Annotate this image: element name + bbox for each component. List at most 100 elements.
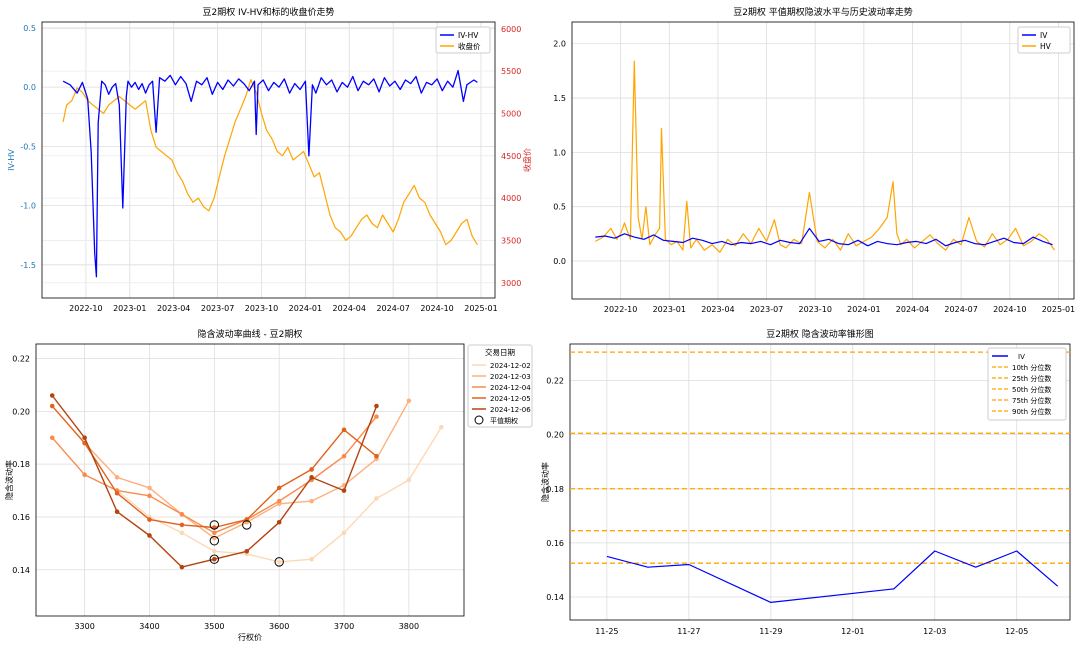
p4-legend-label: IV — [1018, 353, 1025, 361]
p1-xtick-label: 2023-10 — [245, 304, 278, 313]
p1-legend-label: IV-HV — [458, 31, 479, 40]
p4-xtick-label: 12-05 — [1005, 627, 1028, 636]
p2-xtick-label: 2023-04 — [701, 305, 734, 314]
p3-ytick-label: 0.14 — [12, 566, 30, 575]
p1-xtick-label: 2023-04 — [157, 304, 190, 313]
p4-ytick-label: 0.20 — [546, 431, 564, 440]
p3-series-point — [341, 427, 347, 433]
p1-ytick-label: -1.5 — [20, 261, 36, 270]
p3-series-point — [147, 517, 152, 522]
p3-series-point — [212, 530, 217, 536]
p1-y2label: 收盘价 — [522, 148, 532, 172]
p3-series-point — [114, 509, 120, 514]
p1-y2tick-label: 3000 — [501, 279, 521, 288]
p1-ytick-label: 0.0 — [23, 83, 36, 92]
p3-series-point — [49, 435, 55, 441]
p3-xlabel: 行权价 — [238, 632, 262, 642]
p2-legend-label: HV — [1040, 42, 1052, 51]
p3-title: 隐含波动率曲线 - 豆2期权 — [198, 328, 303, 340]
p2-xtick-label: 2024-07 — [944, 305, 977, 314]
p3-series-point — [309, 475, 314, 480]
p3-series-point — [212, 556, 217, 562]
p2-ytick-label: 2.0 — [553, 40, 566, 49]
p1-xtick-label: 2025-01 — [464, 304, 497, 313]
p3-xtick-label: 3800 — [399, 622, 419, 631]
p3-axes-frame — [35, 343, 465, 617]
p3-series-point — [374, 496, 379, 501]
p3-series-point — [244, 549, 250, 554]
p3-series-point — [309, 556, 314, 562]
p4-xtick-label: 12-03 — [923, 627, 946, 636]
p1-series-close-price — [62, 78, 478, 246]
p4-legend-label: 25th 分位数 — [1012, 374, 1051, 383]
p3-atm-marker — [274, 557, 284, 567]
p4-xtick-label: 11-29 — [759, 627, 782, 636]
p4-ytick-label: 0.22 — [546, 377, 564, 386]
p3-series-point — [341, 530, 347, 536]
p1-xtick-label: 2024-04 — [333, 304, 366, 313]
p1-y2tick-label: 3500 — [501, 236, 521, 245]
p3-legend-atm-swatch — [474, 415, 484, 425]
p3-series-point — [341, 488, 347, 493]
p4-title: 豆2期权 隐含波动率锥形图 — [766, 328, 874, 340]
p3-xtick-label: 3600 — [269, 622, 289, 631]
p1-xtick-label: 2023-01 — [113, 304, 146, 313]
p3-xtick-label: 3300 — [74, 622, 94, 631]
p3-atm-marker — [242, 520, 252, 530]
p4-ytick-label: 0.14 — [546, 593, 564, 602]
p2-ytick-label: 1.0 — [553, 148, 566, 157]
p4-ytick-label: 0.18 — [546, 485, 564, 494]
p2-xtick-label: 2022-10 — [604, 305, 637, 314]
p4-legend-label: 75th 分位数 — [1012, 396, 1051, 405]
p2-series-hv — [595, 60, 1055, 253]
p4-xtick-label: 12-01 — [841, 627, 864, 636]
p3-series-point — [179, 564, 185, 570]
p3-series-point — [147, 533, 152, 538]
p3-series-point — [309, 498, 314, 504]
p1-axes-frame — [41, 21, 496, 299]
p3-series-point — [49, 393, 55, 398]
p1-y2tick-label: 4000 — [501, 194, 521, 203]
p2-xtick-label: 2024-10 — [993, 305, 1026, 314]
p2-ytick-label: 0.5 — [553, 203, 566, 212]
p3-xtick-label: 3500 — [204, 622, 224, 631]
p1-series-iv-hv — [62, 69, 478, 278]
p4-legend-label: 50th 分位数 — [1012, 385, 1051, 394]
p3-series-point — [276, 519, 282, 525]
p4-legend-box — [987, 347, 1067, 421]
p3-series-point — [82, 472, 87, 478]
p3-series-point — [179, 522, 185, 528]
p3-legend-label: 2024-12-03 — [490, 373, 531, 381]
p3-legend-atm-label: 平值期权 — [490, 416, 518, 425]
p4-legend-label: 10th 分位数 — [1012, 363, 1051, 372]
p4-xtick-label: 11-25 — [595, 627, 618, 636]
p2-axes-frame — [571, 21, 1075, 300]
p1-ytick-label: -0.5 — [20, 142, 36, 151]
p2-xtick-label: 2024-01 — [847, 305, 880, 314]
p3-legend-label: 2024-12-06 — [490, 406, 531, 414]
p2-xtick-label: 2023-01 — [653, 305, 686, 314]
p3-ylabel: 隐含波动率 — [4, 460, 14, 500]
p4-ytick-label: 0.16 — [546, 539, 564, 548]
p1-xtick-label: 2024-10 — [420, 304, 453, 313]
p4-legend-label: 90th 分位数 — [1012, 407, 1051, 416]
p3-xtick-label: 3700 — [334, 622, 354, 631]
p1-xtick-label: 2024-07 — [376, 304, 409, 313]
p1-ylabel: IV-HV — [7, 149, 16, 171]
p1-y2tick-label: 4500 — [501, 152, 521, 161]
p2-title: 豆2期权 平值期权隐波水平与历史波动率走势 — [733, 6, 913, 18]
p3-series-point — [276, 559, 282, 565]
p3-legend-label: 2024-12-05 — [490, 395, 531, 403]
p3-legend-label: 2024-12-02 — [490, 362, 531, 370]
p1-title: 豆2期权 IV-HV和标的收盘价走势 — [202, 6, 334, 18]
p3-ytick-label: 0.18 — [12, 460, 30, 469]
p3-atm-marker — [209, 536, 220, 546]
p1-ytick-label: 0.5 — [23, 24, 36, 33]
p1-xtick-label: 2024-01 — [289, 304, 322, 313]
p3-legend-title: 交易日期 — [485, 347, 515, 357]
p3-ytick-label: 0.20 — [12, 407, 30, 416]
p2-xtick-label: 2024-04 — [896, 305, 929, 314]
p3-series-point — [406, 477, 412, 483]
p3-series-point — [114, 475, 120, 480]
